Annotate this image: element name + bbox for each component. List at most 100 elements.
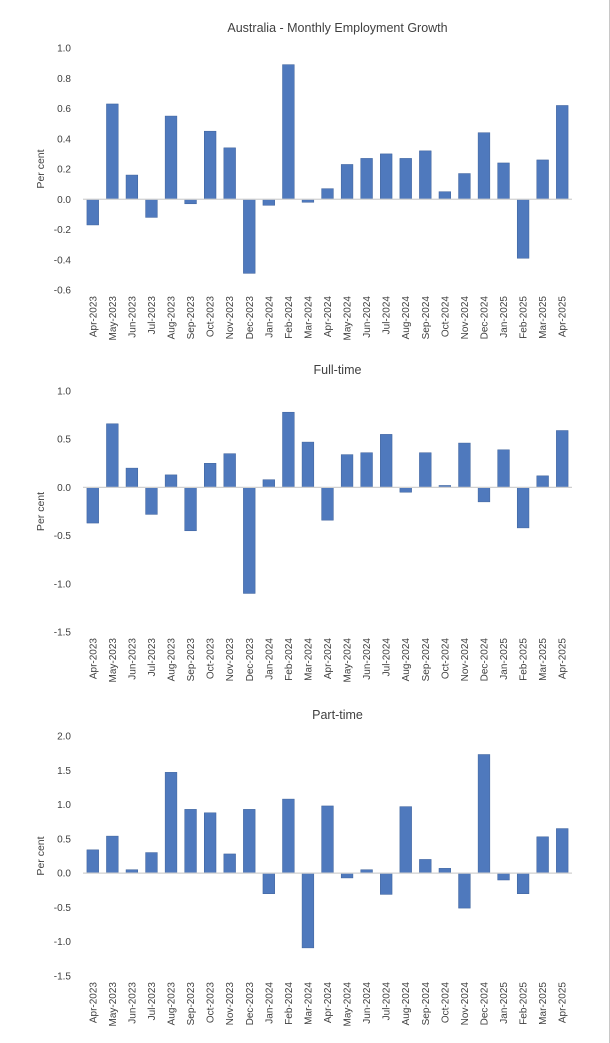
y-tick-label: -1.5 <box>54 972 72 983</box>
bar <box>419 150 432 200</box>
x-tick-label: Apr-2023 <box>88 296 99 338</box>
x-tick-label: Feb-2024 <box>284 296 295 339</box>
bar <box>516 872 530 894</box>
x-tick-label: Feb-2024 <box>284 638 295 681</box>
x-tick-label: Mar-2024 <box>303 982 314 1025</box>
x-tick-label: Aug-2023 <box>167 296 178 340</box>
y-tick-label: -1.5 <box>54 628 72 639</box>
y-tick-label: 1.0 <box>57 800 71 811</box>
x-tick-label: Mar-2025 <box>538 982 549 1025</box>
chart-title: Australia - Monthly Employment Growth <box>227 21 447 35</box>
x-tick-label: Jun-2023 <box>127 638 138 680</box>
y-tick-label: 0.5 <box>57 435 71 446</box>
bar <box>380 872 393 895</box>
bar <box>106 835 119 874</box>
x-tick-label: Nov-2023 <box>225 638 236 682</box>
bar <box>164 115 178 200</box>
bar <box>184 487 197 532</box>
bar <box>164 772 178 874</box>
x-tick-label: Mar-2025 <box>538 638 549 681</box>
y-tick-label: 0.0 <box>57 869 71 880</box>
bar <box>106 423 119 488</box>
bar <box>282 798 295 874</box>
x-tick-label: Feb-2025 <box>519 982 530 1025</box>
bar <box>321 188 334 200</box>
x-tick-label: May-2023 <box>108 638 119 683</box>
y-tick-label: -0.4 <box>54 255 72 266</box>
bar <box>301 441 315 488</box>
chart-2: Full-time Per cent -1.5 -1.0 -0.5 0.0 0.5 1.0 Ap… <box>35 363 572 682</box>
x-tick-label: Jan-2025 <box>499 982 510 1024</box>
y-tick-label: 2.0 <box>57 732 71 743</box>
bar <box>204 812 217 874</box>
x-tick-label: May-2023 <box>108 296 119 341</box>
bar <box>458 872 471 909</box>
bar <box>243 809 256 874</box>
bar <box>516 199 530 259</box>
x-tick-label: Jan-2025 <box>499 638 510 680</box>
bar <box>106 103 119 200</box>
x-tick-label: Jul-2024 <box>382 982 393 1021</box>
chart-title: Full-time <box>314 363 362 377</box>
x-tick-label: Jul-2023 <box>147 638 158 677</box>
x-tick-label: Dec-2024 <box>479 296 490 340</box>
x-tick-label: Jul-2023 <box>147 296 158 335</box>
y-tick-label: 1.0 <box>57 44 71 55</box>
x-tick-label: Apr-2025 <box>558 296 569 338</box>
x-tick-label: Nov-2024 <box>460 982 471 1026</box>
x-tick-label: Feb-2024 <box>284 982 295 1025</box>
bar <box>262 199 275 206</box>
bar <box>262 479 275 488</box>
x-tick-label: Aug-2023 <box>167 638 178 682</box>
x-tick-label: Dec-2023 <box>245 638 256 682</box>
x-tick-label: Jul-2024 <box>382 638 393 677</box>
x-tick-label: Jun-2023 <box>127 982 138 1024</box>
bar <box>282 411 295 488</box>
bar <box>497 162 510 200</box>
x-tick-label: Jun-2024 <box>362 296 373 338</box>
x-tick-label: Oct-2024 <box>440 982 451 1024</box>
bar <box>125 467 139 488</box>
bar <box>164 474 178 488</box>
x-tick-label: Dec-2023 <box>245 982 256 1026</box>
x-tick-label: Aug-2024 <box>401 296 412 340</box>
chart-title: Part-time <box>312 708 363 722</box>
x-tick-label: Jan-2025 <box>499 296 510 338</box>
y-tick-label: 1.0 <box>57 387 71 398</box>
bar <box>125 174 139 200</box>
bar <box>204 463 217 488</box>
x-tick-label: May-2023 <box>108 982 119 1027</box>
y-tick-label: 0.8 <box>57 74 71 85</box>
x-tick-label: Dec-2024 <box>479 638 490 682</box>
y-tick-label: -0.2 <box>54 225 72 236</box>
bar <box>477 487 491 503</box>
x-tick-label: Mar-2025 <box>538 296 549 339</box>
y-tick-label: -0.6 <box>54 286 72 297</box>
x-tick-label: Sep-2024 <box>421 638 432 682</box>
y-tick-label: -1.0 <box>54 579 72 590</box>
x-tick-label: Dec-2024 <box>479 982 490 1026</box>
bar <box>321 805 334 874</box>
x-tick-label: Mar-2024 <box>303 296 314 339</box>
x-tick-label: May-2024 <box>343 296 354 341</box>
bar <box>419 859 432 874</box>
bar <box>340 164 354 200</box>
y-tick-label: 0.2 <box>57 165 71 176</box>
bar <box>477 754 491 874</box>
x-tick-label: Jun-2024 <box>362 982 373 1024</box>
x-tick-label: Jan-2024 <box>264 982 275 1024</box>
bar <box>556 430 569 488</box>
bar <box>399 158 412 200</box>
bar <box>223 147 236 200</box>
bar <box>360 452 373 488</box>
bar <box>458 442 471 488</box>
bar <box>438 191 451 200</box>
bar <box>145 852 158 874</box>
x-tick-label: Jan-2024 <box>264 296 275 338</box>
y-tick-label: -0.5 <box>54 903 72 914</box>
bar <box>145 199 158 218</box>
y-tick-label: 0.0 <box>57 483 71 494</box>
bar <box>497 449 510 488</box>
bar <box>419 452 432 488</box>
